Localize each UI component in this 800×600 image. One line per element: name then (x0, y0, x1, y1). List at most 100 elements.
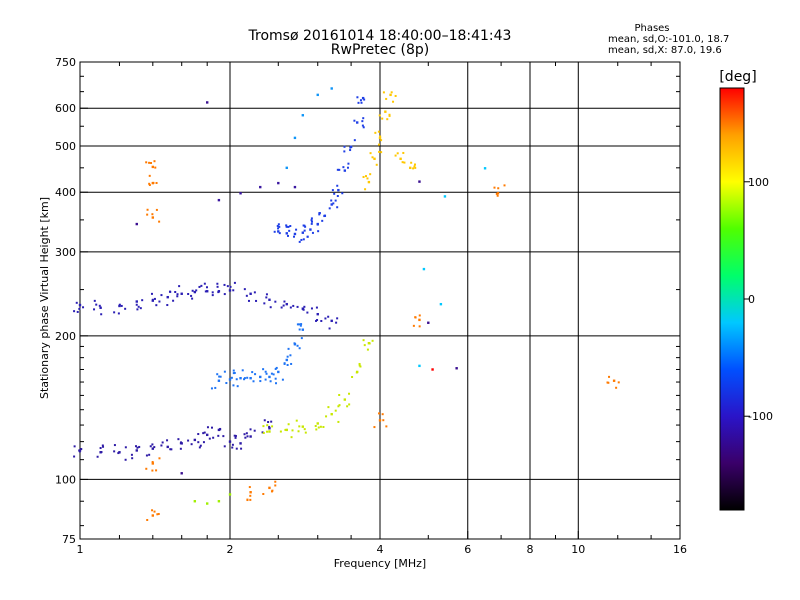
data-point (443, 195, 447, 198)
data-point (337, 405, 340, 408)
data-point (269, 306, 272, 309)
data-point (283, 362, 286, 365)
data-point (99, 447, 102, 450)
data-point (281, 378, 284, 381)
data-point (282, 304, 285, 307)
data-point (368, 342, 371, 345)
data-point (279, 430, 282, 433)
data-point (362, 175, 365, 178)
data-point (361, 120, 364, 123)
data-point (251, 371, 254, 374)
data-point (300, 238, 303, 241)
data-point (130, 453, 133, 456)
data-point (359, 99, 362, 102)
y-axis-label: Stationary phase Virtual Height [km] (38, 197, 51, 399)
data-point (249, 376, 252, 380)
data-point (320, 319, 323, 322)
data-point (176, 295, 179, 298)
plot-area: 1 2 4 6 8 10 16 75 100 200 300 400 500 600 750 (55, 56, 687, 556)
data-point (191, 289, 194, 292)
data-point (396, 152, 399, 155)
data-point (177, 438, 180, 441)
data-point (151, 443, 154, 446)
data-point (338, 393, 341, 396)
data-point (267, 421, 270, 424)
data-point (381, 413, 384, 416)
data-point (193, 438, 197, 442)
data-point (244, 436, 247, 439)
data-point (158, 300, 161, 303)
data-point (316, 312, 319, 316)
data-point (135, 449, 138, 452)
data-point (148, 182, 151, 185)
chart-title: Tromsø 20161014 18:40:00–18:41:43 (248, 28, 512, 44)
data-point (385, 425, 388, 428)
data-point (378, 150, 381, 153)
data-point (261, 431, 264, 434)
data-series-10 (418, 167, 487, 368)
data-point (337, 188, 340, 192)
data-point (95, 303, 98, 306)
data-point (302, 308, 305, 311)
data-point (414, 166, 417, 169)
data-point (259, 375, 262, 379)
data-point (217, 434, 220, 437)
data-point (265, 372, 268, 375)
data-point (314, 424, 317, 427)
data-point (254, 373, 257, 376)
data-point (349, 149, 352, 152)
data-point (249, 292, 252, 295)
data-point (98, 304, 101, 307)
data-point (285, 166, 288, 170)
data-point (259, 185, 262, 189)
data-point (355, 371, 358, 374)
data-point (418, 364, 421, 368)
data-point (117, 312, 120, 315)
data-point (389, 93, 392, 97)
data-point (253, 291, 256, 294)
data-point (342, 166, 345, 169)
data-point (243, 433, 246, 436)
data-point (96, 455, 99, 458)
data-point (301, 231, 305, 234)
data-point (234, 434, 237, 437)
data-point (151, 469, 154, 472)
data-point (321, 219, 324, 222)
data-point (225, 382, 228, 385)
data-point (223, 293, 226, 296)
data-point (455, 367, 458, 370)
x-tick-label: 4 (377, 543, 384, 556)
data-point (301, 328, 305, 331)
data-point (392, 100, 395, 103)
data-point (373, 157, 376, 161)
data-point (327, 315, 330, 318)
data-point (150, 292, 153, 295)
colorbar-tick-label: 100 (748, 176, 769, 189)
data-point (364, 188, 367, 191)
data-point (330, 412, 333, 416)
data-point (160, 294, 163, 297)
data-point (100, 451, 103, 454)
data-point (412, 167, 415, 170)
data-point (336, 168, 339, 171)
data-point (206, 426, 209, 429)
data-point (145, 467, 148, 470)
data-point (277, 223, 280, 226)
data-point (409, 166, 412, 170)
data-point (357, 101, 360, 104)
data-point (217, 291, 220, 294)
data-point (156, 513, 159, 516)
data-point (150, 162, 153, 165)
data-point (246, 376, 249, 379)
data-point (381, 117, 384, 120)
data-point (361, 96, 365, 100)
data-point (191, 297, 194, 300)
data-point (148, 174, 151, 177)
data-point (136, 446, 139, 449)
data-point (286, 363, 289, 366)
data-point (293, 136, 297, 140)
data-point (190, 443, 193, 446)
data-point (371, 339, 374, 342)
data-point (239, 192, 242, 195)
